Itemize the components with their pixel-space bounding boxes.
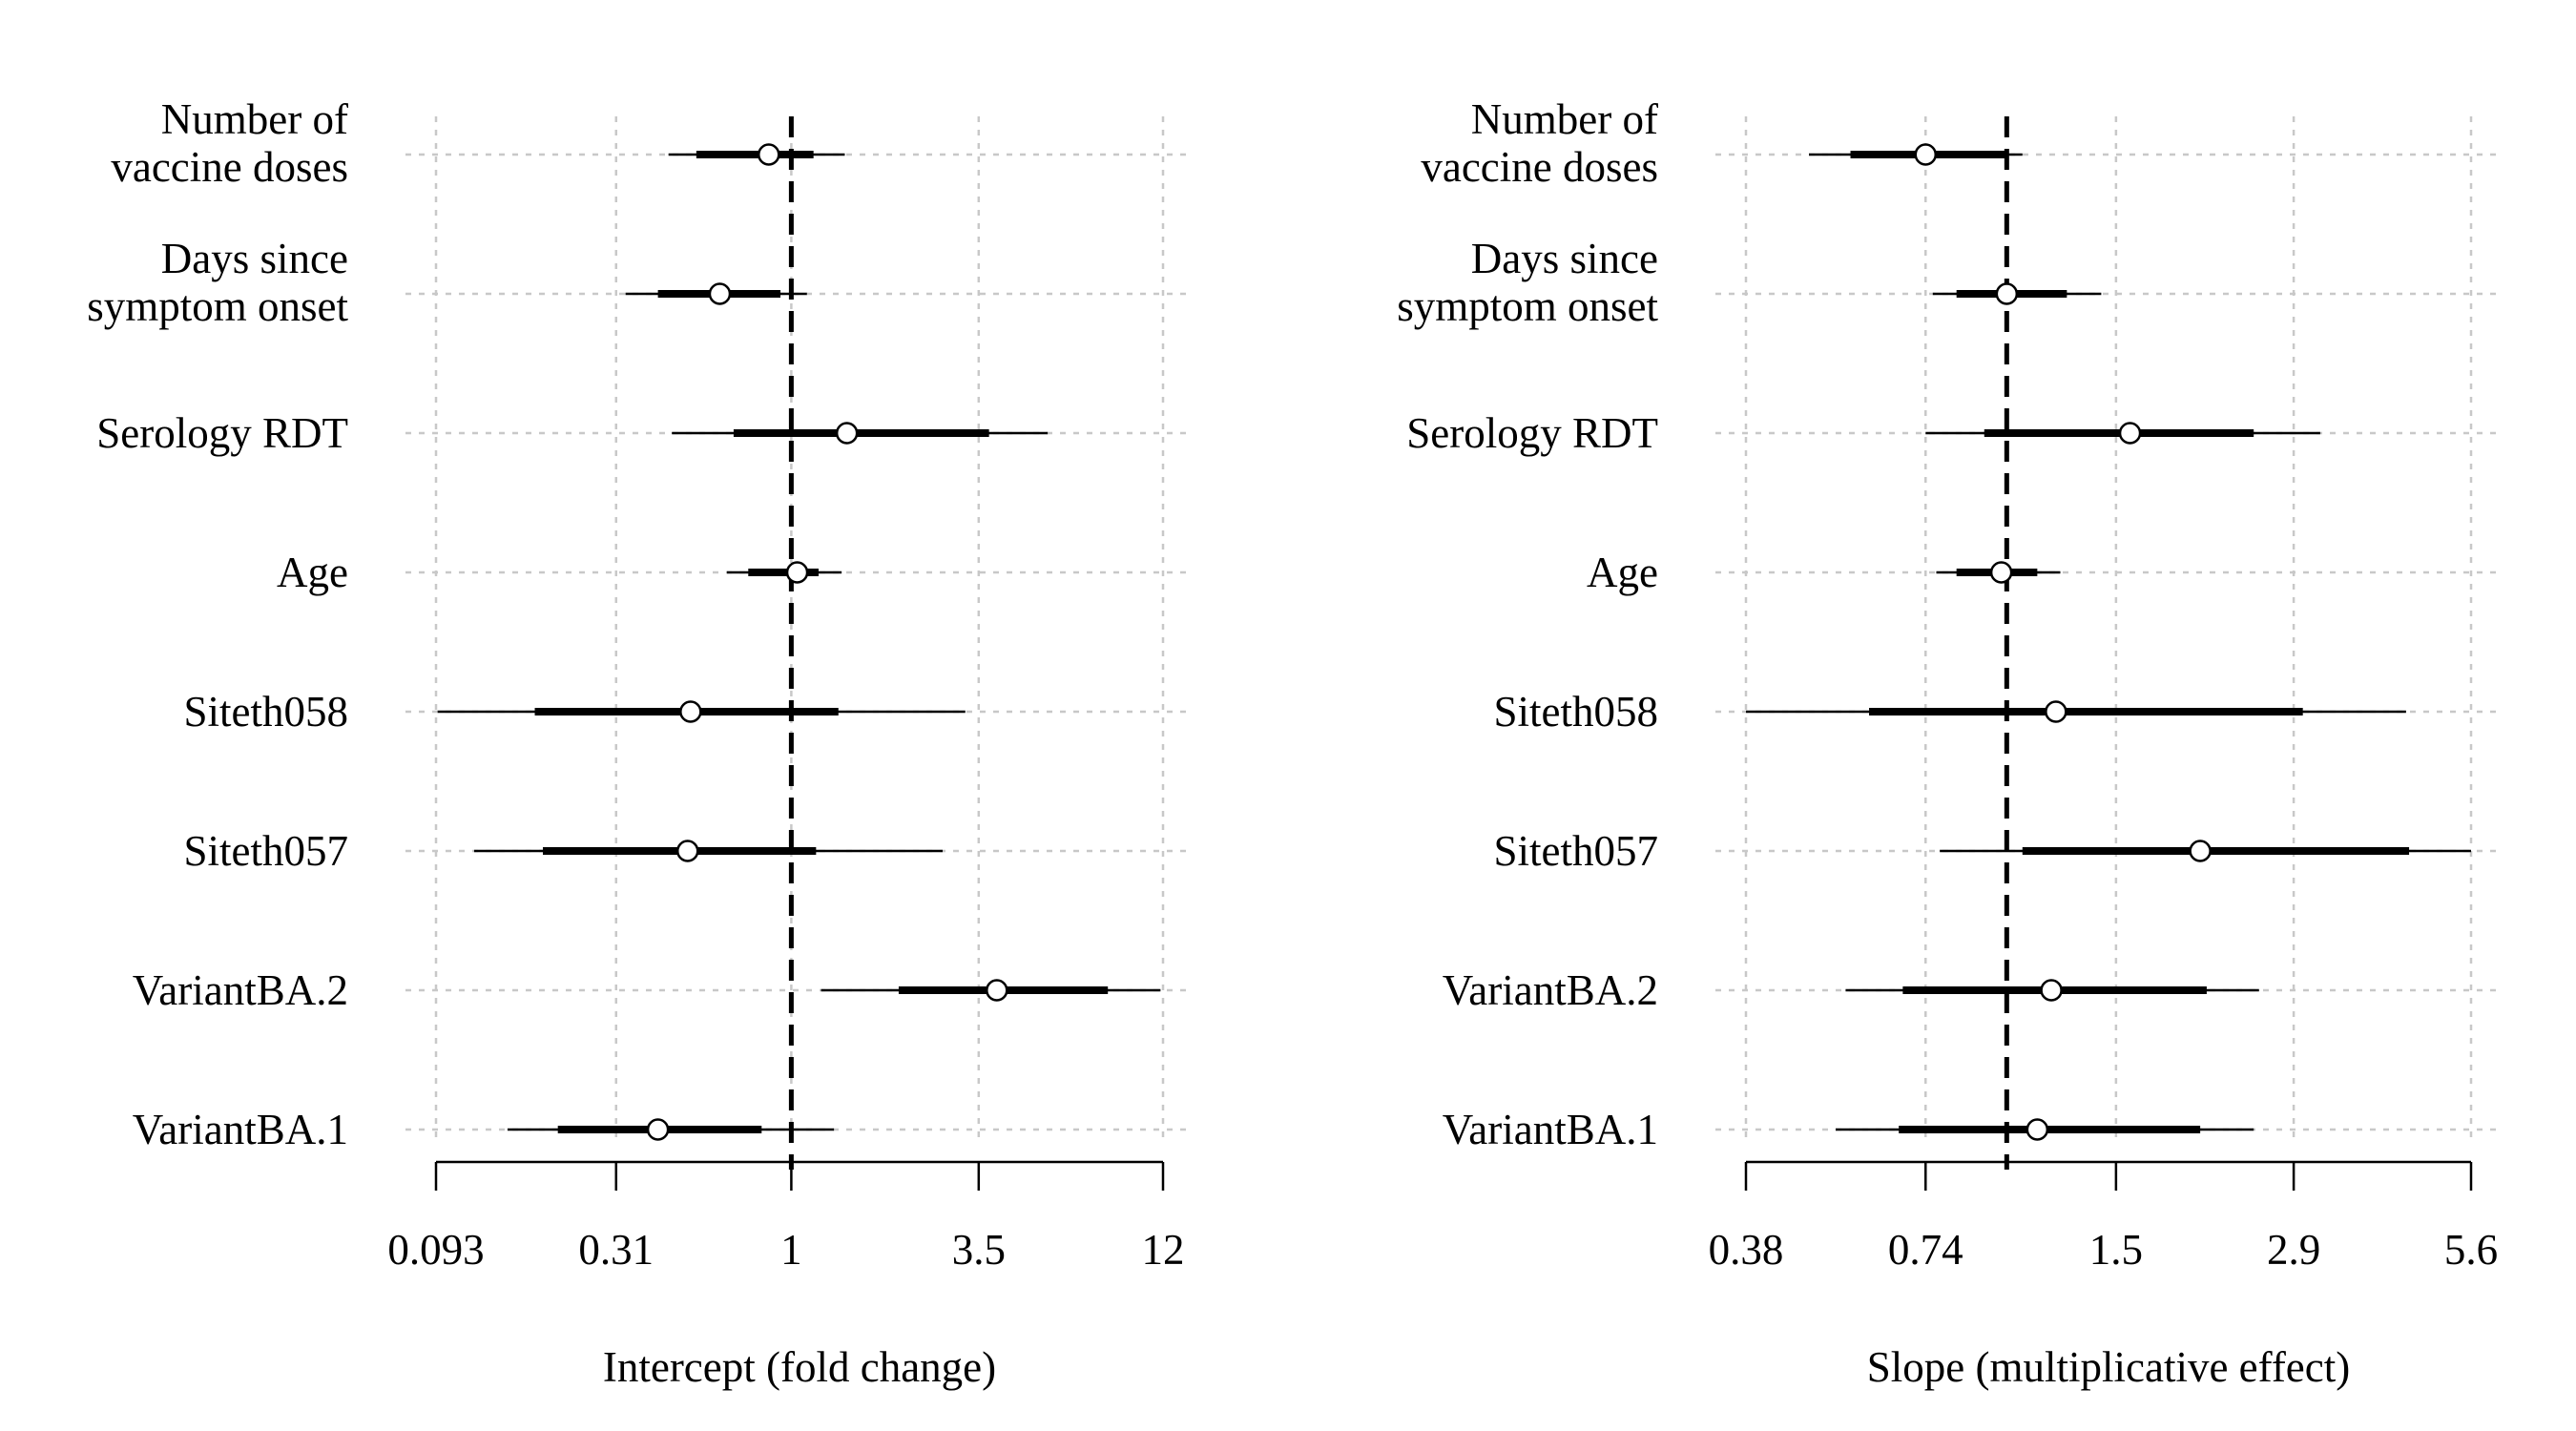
intercept-row-label-7: VariantBA.1 <box>133 1106 348 1153</box>
intercept-row-label-0-line-0: Number of <box>161 95 348 143</box>
slope-x-tick-label-4: 5.6 <box>2444 1226 2498 1274</box>
intercept-x-tick-label-3: 3.5 <box>952 1226 1006 1274</box>
slope-row-label-1-line-1: symptom onset <box>1397 282 1658 330</box>
intercept-row-label-6: VariantBA.2 <box>133 966 348 1014</box>
slope-x-tick-label-2: 1.5 <box>2089 1226 2143 1274</box>
slope-point-estimate-3 <box>1989 561 2013 584</box>
slope-row-label-6: VariantBA.2 <box>1443 966 1658 1014</box>
slope-row-label-0-line-1: vaccine doses <box>1421 143 1658 191</box>
slope-row-label-0-line-0: Number of <box>1471 95 1658 143</box>
intercept-row-label-4: Siteth058 <box>183 688 348 736</box>
slope-point-estimate-1 <box>1995 282 2019 305</box>
slope-point-estimate-6 <box>2040 979 2063 1002</box>
intercept-row-label-1-line-1: symptom onset <box>87 282 348 330</box>
slope-point-estimate-2 <box>2118 422 2142 445</box>
intercept-point-estimate-7 <box>646 1118 670 1141</box>
slope-point-estimate-4 <box>2045 700 2067 723</box>
slope-x-tick-label-1: 0.74 <box>1888 1226 1963 1274</box>
slope-point-estimate-5 <box>2189 840 2212 862</box>
intercept-x-tick-label-0: 0.093 <box>387 1226 484 1274</box>
intercept-x-tick-label-1: 0.31 <box>578 1226 654 1274</box>
slope-x-tick-label-3: 2.9 <box>2267 1226 2320 1274</box>
slope-x-tick-label-0: 0.38 <box>1709 1226 1784 1274</box>
intercept-point-estimate-1 <box>708 282 732 305</box>
intercept-point-estimate-3 <box>785 561 809 584</box>
intercept-x-tick-label-4: 12 <box>1142 1226 1185 1274</box>
slope-row-label-1-line-0: Days since <box>1471 235 1658 282</box>
intercept-point-estimate-4 <box>679 700 702 723</box>
intercept-row-label-0-line-1: vaccine doses <box>111 143 348 191</box>
slope-point-estimate-7 <box>2025 1118 2049 1141</box>
intercept-point-estimate-0 <box>757 143 780 166</box>
slope-row-label-7: VariantBA.1 <box>1443 1106 1658 1153</box>
intercept-point-estimate-2 <box>835 422 859 445</box>
slope-row-label-3: Age <box>1587 549 1658 596</box>
intercept-row-label-5: Siteth057 <box>183 827 348 875</box>
slope-point-estimate-0 <box>1914 143 1938 166</box>
slope-axis-title: Slope (multiplicative effect) <box>1867 1343 2351 1391</box>
intercept-point-estimate-5 <box>675 840 699 862</box>
slope-row-label-5: Siteth057 <box>1493 827 1658 875</box>
intercept-x-tick-label-2: 1 <box>780 1226 802 1274</box>
intercept-row-label-3: Age <box>277 549 348 596</box>
intercept-row-label-2: Serology RDT <box>96 409 348 457</box>
intercept-point-estimate-6 <box>986 979 1008 1002</box>
intercept-axis-title: Intercept (fold change) <box>603 1343 996 1391</box>
slope-row-label-4: Siteth058 <box>1493 688 1658 736</box>
slope-row-label-2: Serology RDT <box>1406 409 1658 457</box>
intercept-row-label-1-line-0: Days since <box>161 235 348 282</box>
